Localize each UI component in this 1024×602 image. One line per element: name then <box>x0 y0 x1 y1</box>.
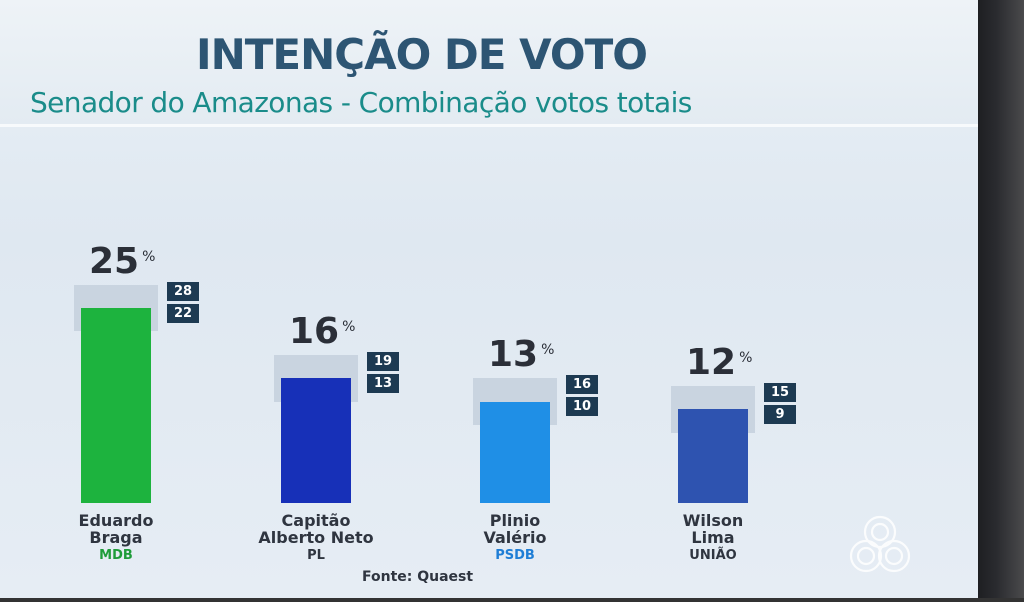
broadcaster-logo-icon <box>849 515 911 573</box>
party-label: PSDB <box>495 548 535 563</box>
lower-bound-badge: 10 <box>566 397 598 417</box>
percent-sign: % <box>739 350 753 366</box>
candidate-name: Lima <box>691 528 735 547</box>
tv-screen: INTENÇÃO DE VOTO Senador do Amazonas - C… <box>0 0 978 598</box>
candidate-name: Eduardo <box>78 511 154 530</box>
tv-bezel <box>978 0 1024 602</box>
value-number: 12 <box>686 342 737 383</box>
candidate-name: Braga <box>89 528 143 547</box>
candidate-name: Valério <box>483 528 547 547</box>
upper-bound-badge: 16 <box>566 375 598 395</box>
party-label: MDB <box>99 548 133 563</box>
candidate-name: Alberto Neto <box>258 528 374 547</box>
header-divider <box>0 124 978 127</box>
value-label: 13% <box>488 334 554 375</box>
upper-bound-badge: 28 <box>167 281 199 301</box>
upper-bound-badge: 19 <box>367 351 399 371</box>
value-label: 25% <box>89 241 155 282</box>
value-label: 12% <box>686 342 752 383</box>
lower-bound-badge: 13 <box>367 373 399 393</box>
value-label: 16% <box>289 311 355 352</box>
candidate-name: Capitão <box>281 511 351 530</box>
bar <box>81 308 151 503</box>
header: INTENÇÃO DE VOTO Senador do Amazonas - C… <box>0 0 978 124</box>
value-number: 16 <box>289 310 340 352</box>
value-number: 25 <box>89 240 140 282</box>
chart-subtitle: Senador do Amazonas - Combinação votos t… <box>30 86 692 119</box>
percent-sign: % <box>342 318 356 335</box>
tv-bezel-bottom <box>0 598 1024 602</box>
chart-title: INTENÇÃO DE VOTO <box>196 30 648 79</box>
candidate-name: Wilson <box>682 511 744 530</box>
candidate-name: Plinio <box>489 511 541 530</box>
lower-bound-badge: 9 <box>764 405 796 424</box>
party-label: PL <box>307 548 325 563</box>
bar <box>281 378 351 503</box>
percent-sign: % <box>541 342 555 359</box>
source-note: Fonte: Quaest <box>362 569 474 585</box>
bar <box>678 409 748 503</box>
lower-bound-badge: 22 <box>167 303 199 323</box>
value-number: 13 <box>488 334 539 376</box>
bar <box>480 401 550 503</box>
party-label: UNIÃO <box>689 548 737 563</box>
percent-sign: % <box>142 248 156 265</box>
upper-bound-badge: 15 <box>764 383 796 402</box>
